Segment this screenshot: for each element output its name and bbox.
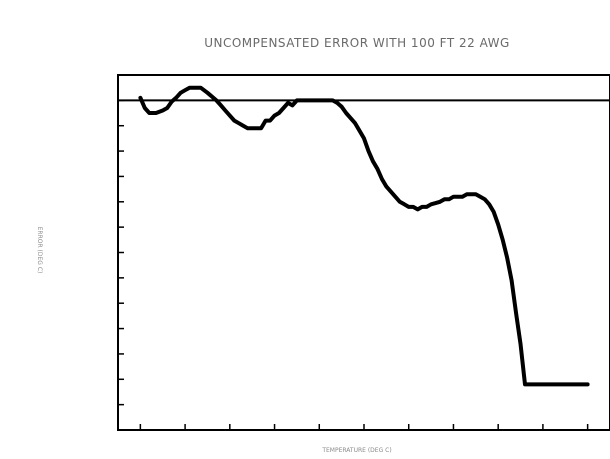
plot-area-frame: [117, 74, 610, 431]
chart-title: UNCOMPENSATED ERROR WITH 100 FT 22 AWG: [204, 36, 510, 50]
x-axis-label: TEMPERATURE (DEG C): [321, 447, 391, 454]
series-group: [138, 85, 590, 387]
x-axis-ticks: [139, 424, 589, 430]
y-axis-label: ERROR (DEG C): [36, 227, 43, 274]
y-axis-ticks: [118, 74, 124, 431]
series-line: [138, 85, 590, 387]
